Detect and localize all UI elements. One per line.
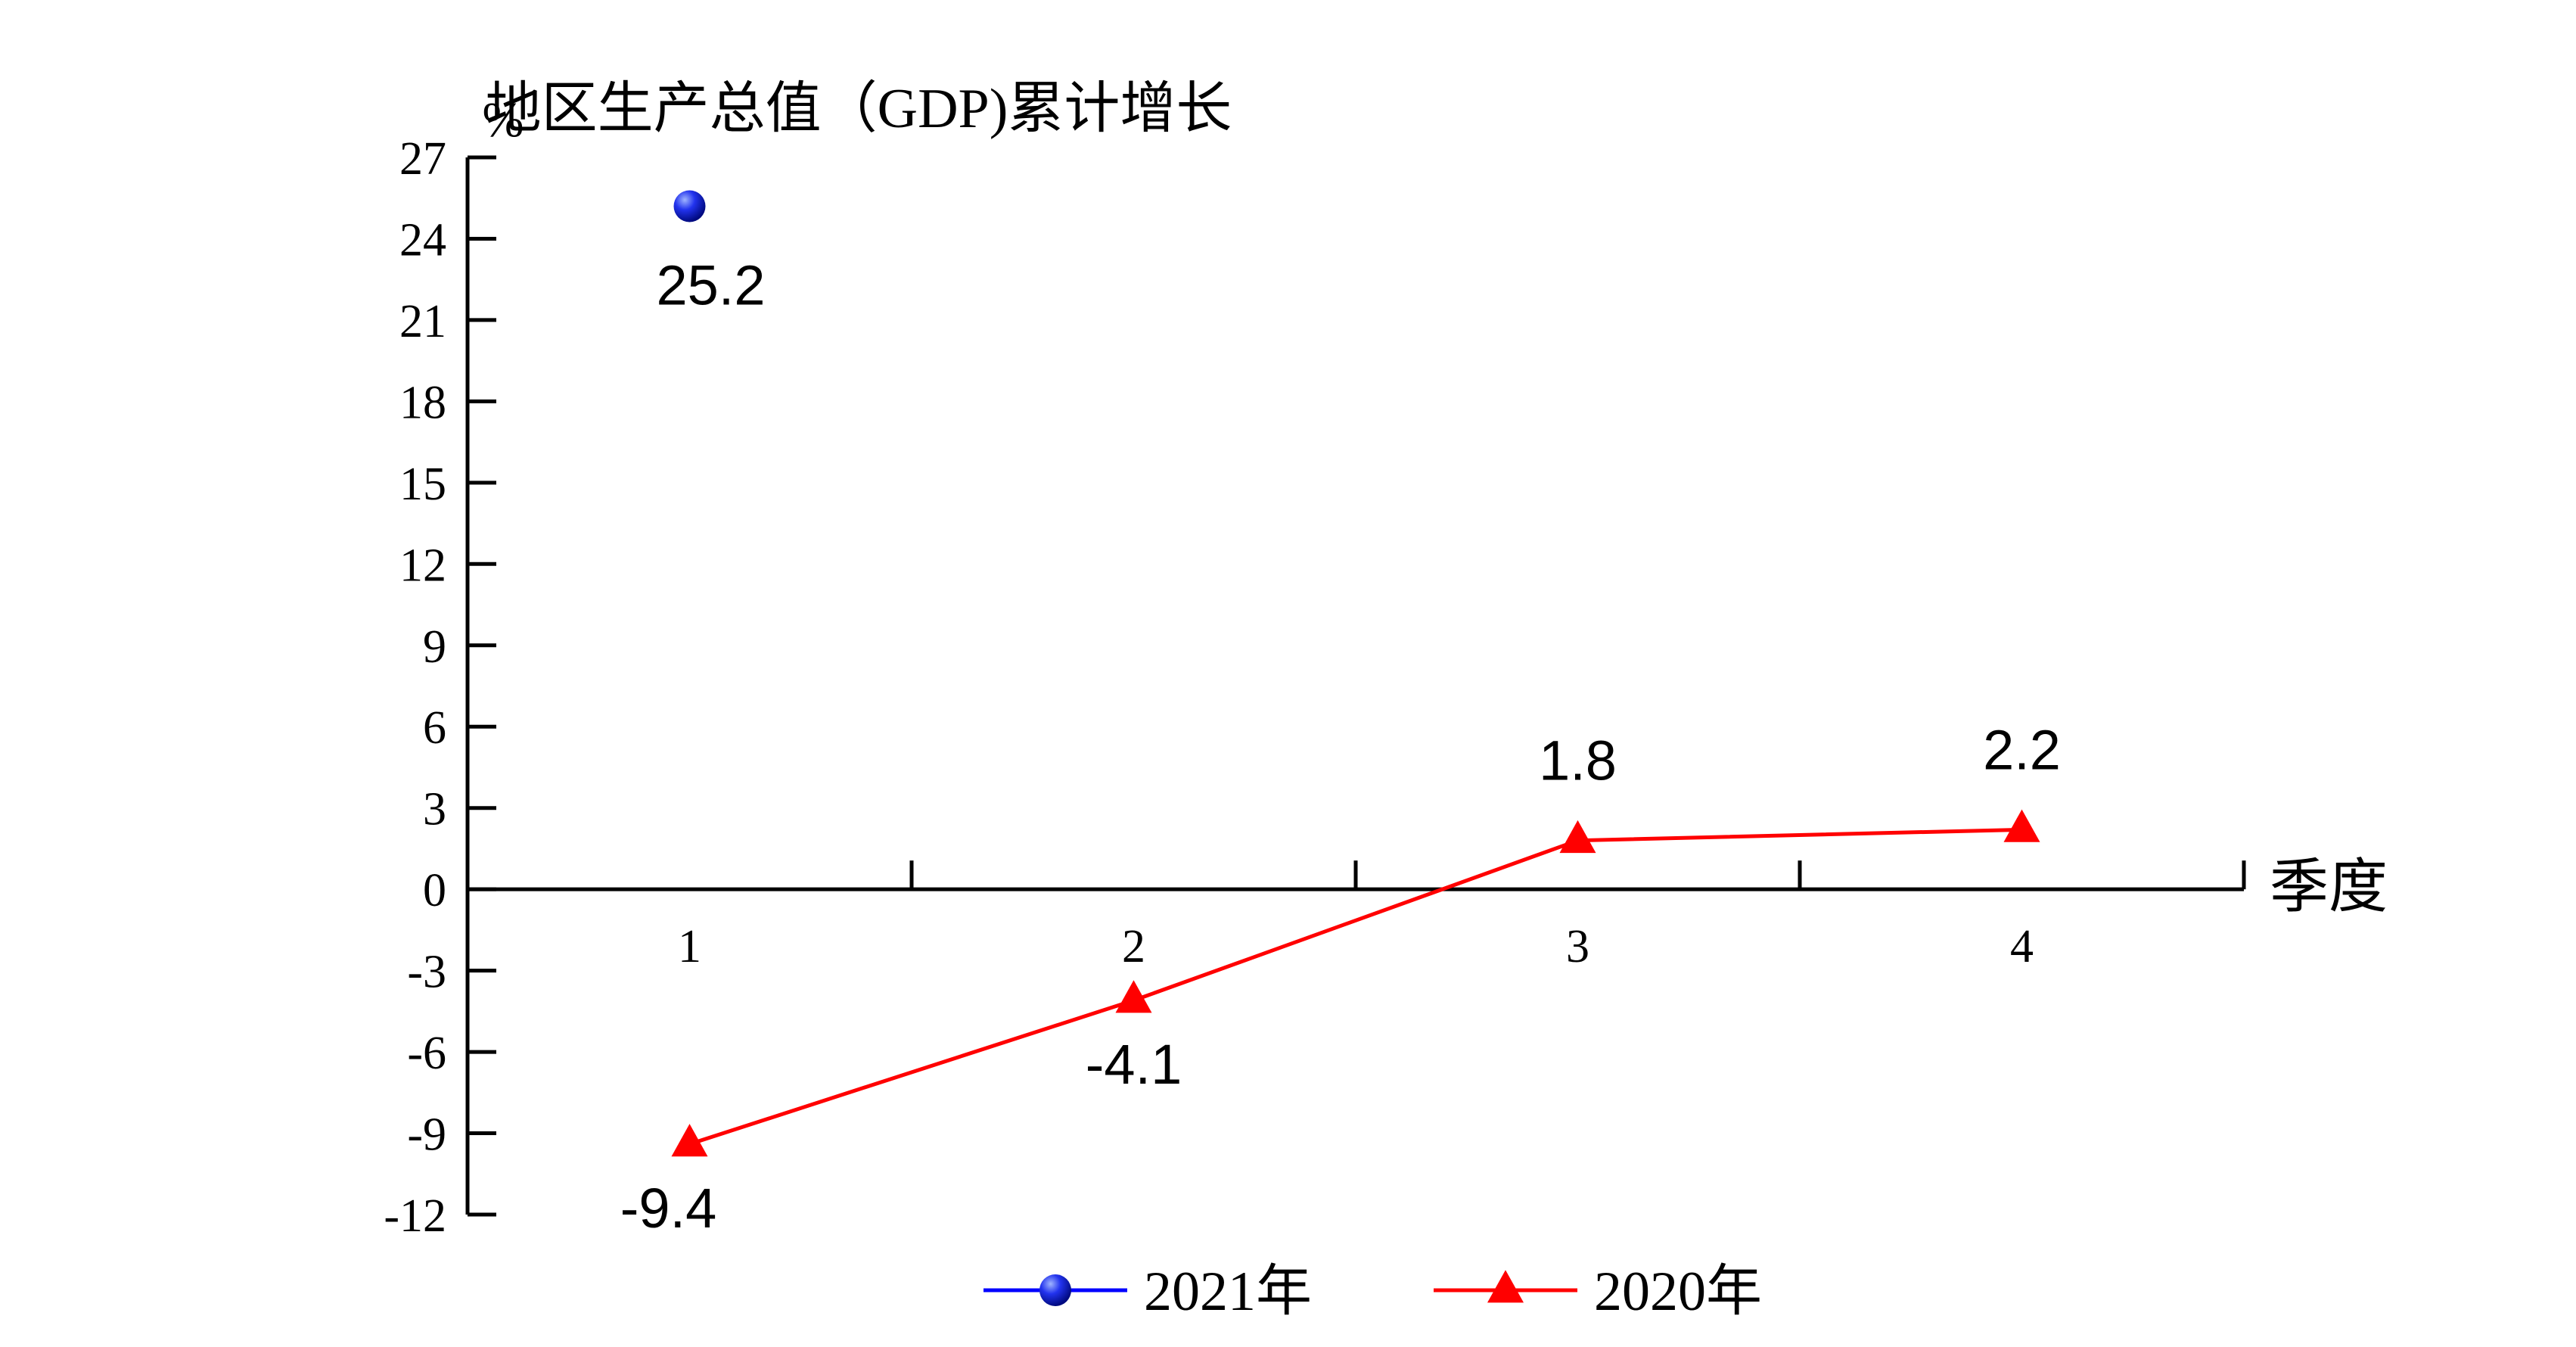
y-tick-label: 0 <box>423 865 446 916</box>
legend-label: 2021年 <box>1144 1261 1312 1323</box>
series-layer: 25.2 -9.4 -4.1 1.8 2.2 <box>620 190 2061 1240</box>
x-tick-label: 4 <box>2010 921 2034 972</box>
x-axis: 1 2 3 4 <box>468 860 2246 972</box>
x-tick-label: 1 <box>678 921 701 972</box>
x-axis-title: 季度 <box>2270 854 2388 919</box>
y-axis: 27 24 21 18 15 12 9 6 3 0 -3 -6 -9 -12 <box>384 133 496 1242</box>
data-point <box>1559 820 1596 854</box>
series-line <box>688 827 2022 1146</box>
data-point <box>673 190 706 222</box>
y-tick-label: -6 <box>407 1028 446 1079</box>
series-1: 25.2 <box>656 190 766 316</box>
y-axis-unit-label: % <box>483 92 524 148</box>
legend-label: 2020年 <box>1594 1261 1762 1323</box>
legend: 2021年 2020年 <box>983 1261 1762 1323</box>
y-tick-label: 27 <box>399 133 446 185</box>
y-tick-label: 24 <box>399 214 446 266</box>
data-point <box>1115 980 1152 1013</box>
data-label: 2.2 <box>1983 718 2061 781</box>
y-tick-label: 12 <box>399 540 446 591</box>
legend-marker <box>1487 1270 1524 1303</box>
y-tick-label: -9 <box>407 1109 446 1161</box>
y-tick-label: -12 <box>384 1190 446 1242</box>
x-tick-label: 3 <box>1566 921 1589 972</box>
data-point <box>2003 809 2040 842</box>
data-label: 1.8 <box>1539 729 1617 792</box>
y-tick-label: 9 <box>423 621 446 673</box>
y-tick-label: 6 <box>423 702 446 754</box>
y-tick-label: -3 <box>407 947 446 998</box>
y-tick-label: 18 <box>399 377 446 428</box>
data-label: -9.4 <box>620 1177 717 1240</box>
legend-item-1: 2021年 <box>983 1261 1312 1323</box>
y-tick-label: 3 <box>423 784 446 835</box>
chart-title: 地区生产总值（GDP)累计增长 <box>486 78 1232 140</box>
y-tick-label: 21 <box>399 296 446 347</box>
data-label: -4.1 <box>1086 1033 1182 1096</box>
x-tick-label: 2 <box>1122 921 1145 972</box>
data-point <box>671 1124 708 1157</box>
legend-item-2: 2020年 <box>1434 1261 1762 1323</box>
legend-marker <box>1039 1274 1071 1306</box>
data-label: 25.2 <box>656 254 765 316</box>
y-tick-label: 15 <box>399 459 446 510</box>
series-2: -9.4 -4.1 1.8 2.2 <box>620 718 2061 1240</box>
